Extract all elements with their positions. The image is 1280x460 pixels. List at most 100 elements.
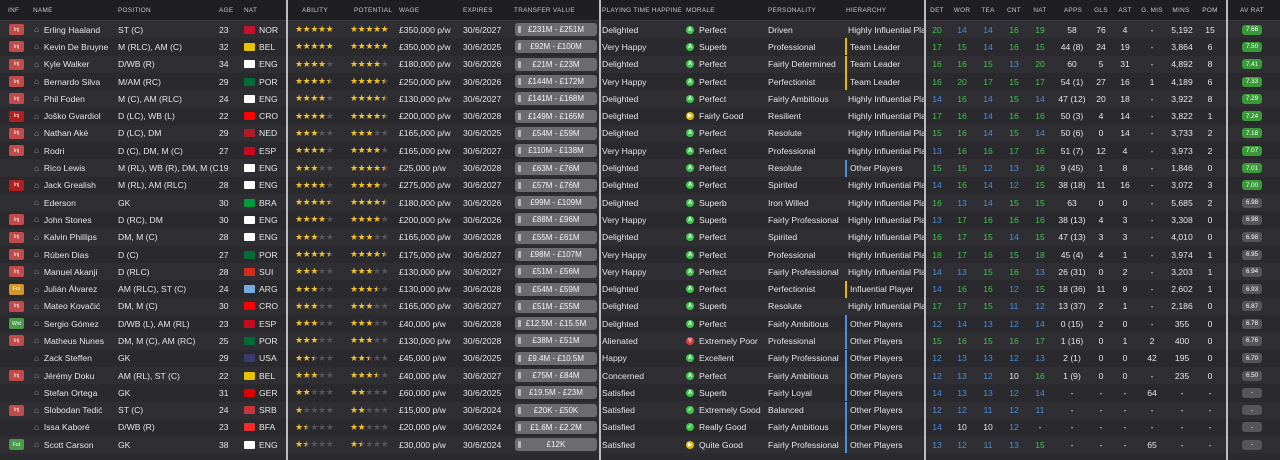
table-row[interactable]: Inj ⌂ Mateo Kovačić DM, M (C) 30 CRO ★★★… [0,297,1280,316]
inf-cell[interactable] [0,350,28,367]
morale[interactable]: A Superb [686,194,766,211]
col-cnt[interactable]: CNT [1006,6,1022,14]
col-det[interactable]: DET [930,6,944,14]
table-row[interactable]: Inj ⌂ Jérémy Doku AM (RL), ST (C) 22 BEL… [0,366,1280,385]
player-nationality[interactable]: ENG [244,436,284,453]
injury-badge-icon[interactable]: Inj [9,300,24,312]
col-tea[interactable]: TEA [981,6,995,14]
inf-cell[interactable]: Inj [0,38,28,55]
player-name-label[interactable]: Joško Gvardiol [43,111,101,122]
table-row[interactable]: Inj ⌂ John Stones D (RC), DM 30 ENG ★★★★… [0,211,1280,229]
injury-badge-icon[interactable]: Inj [9,214,24,226]
table-row[interactable]: Inj ⌂ Kyle Walker D/WB (R) 34 ENG ★★★★★ … [0,55,1280,73]
transfer-value[interactable]: £110M - £138M [515,142,599,159]
transfer-value[interactable]: £141M - £168M [515,90,599,107]
player-nationality[interactable]: SUI [244,263,284,280]
player-name-label[interactable]: Matheus Nunes [43,335,105,346]
transfer-value-pill[interactable]: £99M - £109M [515,196,597,210]
player-name[interactable]: ⌂ Rúben Dias [32,246,116,263]
inf-cell[interactable]: Inj [0,90,28,107]
inf-cell[interactable]: Inj [0,332,28,349]
transfer-value[interactable]: £57M - £76M [515,177,599,194]
player-nationality[interactable]: ESP [244,142,284,159]
col-morale[interactable]: MORALE [686,6,715,14]
morale[interactable]: A Superb [686,298,766,315]
col-name[interactable]: NAME [33,6,53,14]
transfer-value[interactable]: £92M - £100M [515,38,599,55]
player-nationality[interactable]: USA [244,350,284,367]
transfer-value-pill[interactable]: £12.5M - £15.5M [515,317,597,331]
player-name-label[interactable]: Ederson [43,197,76,208]
player-name-label[interactable]: Kyle Walker [43,59,90,70]
injury-badge-icon[interactable]: Fut [9,439,24,451]
player-name-label[interactable]: Stefan Ortega [43,387,98,398]
player-nationality[interactable]: POR [244,332,284,349]
col-ast[interactable]: AST [1118,6,1132,14]
morale[interactable]: A Perfect [686,159,766,176]
table-row[interactable]: ⌂ Stefan Ortega GK 31 GER ★★★★★ ★★★★★ £6… [0,384,1280,402]
player-nationality[interactable]: CRO [244,107,284,124]
transfer-value-pill[interactable]: £149M - £165M [515,109,597,123]
transfer-value[interactable]: £149M - £165M [515,107,599,124]
player-nationality[interactable]: ENG [244,159,284,176]
player-name-label[interactable]: Scott Carson [43,439,94,450]
transfer-value[interactable]: £19.5M - £23M [515,384,599,401]
injury-badge-icon[interactable]: Inj [9,404,24,416]
inf-cell[interactable]: Inj [0,367,28,384]
injury-badge-icon[interactable]: Inj [9,41,24,53]
transfer-value[interactable]: £51M - £55M [515,298,599,315]
table-row[interactable]: Inj ⌂ Kalvin Phillips DM, M (C) 28 ENG ★… [0,228,1280,246]
col-hierarchy[interactable]: HIERARCHY [846,6,887,14]
transfer-value[interactable]: £55M - £61M [515,229,599,246]
injury-badge-icon[interactable]: Inj [9,179,24,191]
morale[interactable]: A Excellent [686,350,766,367]
player-nationality[interactable]: SRB [244,402,284,419]
table-row[interactable]: Inj ⌂ Manuel Akanji D (RLC) 28 SUI ★★★★★… [0,263,1280,281]
morale[interactable]: A Perfect [686,177,766,194]
player-nationality[interactable]: POR [244,73,284,90]
table-row[interactable]: ⌂ Zack Steffen GK 29 USA ★★★★★ ★★★★★ £45… [0,349,1280,367]
col-inf[interactable]: INF [8,6,20,14]
transfer-value[interactable]: £20K - £50K [515,402,599,419]
player-name[interactable]: ⌂ Rodri [32,142,116,159]
player-nationality[interactable]: ARG [244,280,284,297]
player-name[interactable]: ⌂ Joško Gvardiol [32,107,116,124]
morale[interactable]: A Superb [686,384,766,401]
player-nationality[interactable]: ENG [244,211,284,228]
player-nationality[interactable]: BEL [244,367,284,384]
transfer-value-pill[interactable]: £55M - £61M [515,230,597,244]
player-name-label[interactable]: Rodri [43,145,65,156]
transfer-value-pill[interactable]: £141M - £168M [515,92,597,106]
transfer-value[interactable]: £99M - £109M [515,194,599,211]
player-nationality[interactable]: ENG [244,90,284,107]
transfer-value-pill[interactable]: £12K [515,438,597,452]
transfer-value[interactable]: £54M - £59M [515,280,599,297]
player-name-label[interactable]: Rico Lewis [43,163,86,174]
col-position[interactable]: POSITION [118,6,151,14]
morale[interactable]: ✓ Extremely Good [686,402,766,419]
player-name-label[interactable]: Mateo Kovačić [43,301,101,312]
table-row[interactable]: Inj ⌂ Jack Grealish M (RL), AM (RLC) 28 … [0,176,1280,194]
table-row[interactable]: Inj ⌂ Rodri D (C), DM, M (C) 27 ESP ★★★★… [0,142,1280,160]
transfer-value-pill[interactable]: £54M - £59M [515,126,597,140]
col-age[interactable]: AGE [219,6,234,14]
morale[interactable]: V Extremely Poor [686,332,766,349]
inf-cell[interactable] [0,194,28,211]
player-name[interactable]: ⌂ Scott Carson [32,436,116,453]
inf-cell[interactable] [0,384,28,401]
player-name[interactable]: ⌂ Kalvin Phillips [32,229,116,246]
player-name-label[interactable]: Zack Steffen [43,353,92,364]
transfer-value-pill[interactable]: £98M - £107M [515,248,597,261]
player-name-label[interactable]: Jérémy Doku [43,370,95,381]
morale[interactable]: ▶ Fairly Good [686,107,766,124]
player-name[interactable]: ⌂ Bernardo Silva [32,73,116,90]
inf-cell[interactable] [0,159,28,176]
col-wage[interactable]: WAGE [399,6,420,14]
inf-cell[interactable]: Inj [0,246,28,263]
morale[interactable]: A Perfect [686,21,766,38]
table-row[interactable]: Inj ⌂ Bernardo Silva M/AM (RC) 29 POR ★★… [0,72,1280,91]
transfer-value[interactable]: £51M - £56M [515,263,599,280]
transfer-value-pill[interactable]: £38M - £51M [515,334,597,348]
table-row[interactable]: Inj ⌂ Matheus Nunes DM, M (C), AM (RC) 2… [0,332,1280,350]
morale[interactable]: A Perfect [686,142,766,159]
